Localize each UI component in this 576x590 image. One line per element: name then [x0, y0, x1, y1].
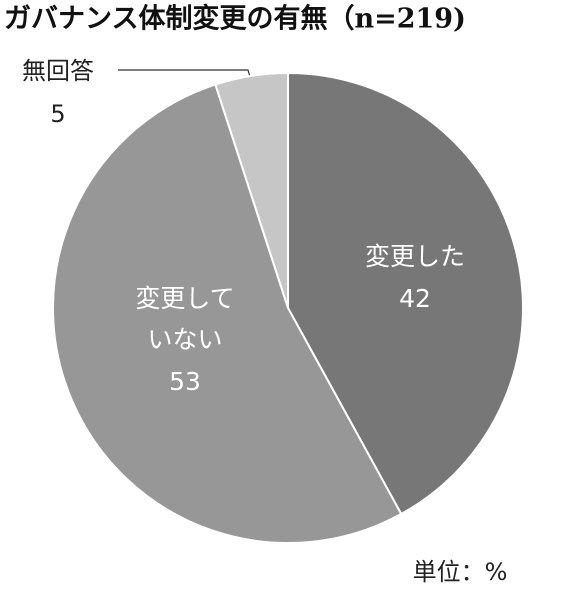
value-label: 53	[169, 367, 201, 396]
chart-title: ガバナンス体制変更の有無（n=219)	[4, 3, 466, 35]
pie-slice	[287, 71, 524, 516]
slice-label: 変更していない	[135, 284, 234, 354]
value-label: 42	[399, 284, 431, 313]
unit-label: 単位：%	[413, 558, 508, 586]
value-label: 5	[50, 100, 65, 128]
pie-slice	[52, 83, 403, 544]
pie-slice	[214, 71, 289, 309]
slice-label: 変更した	[365, 242, 465, 271]
slice-label: 無回答	[22, 57, 94, 85]
